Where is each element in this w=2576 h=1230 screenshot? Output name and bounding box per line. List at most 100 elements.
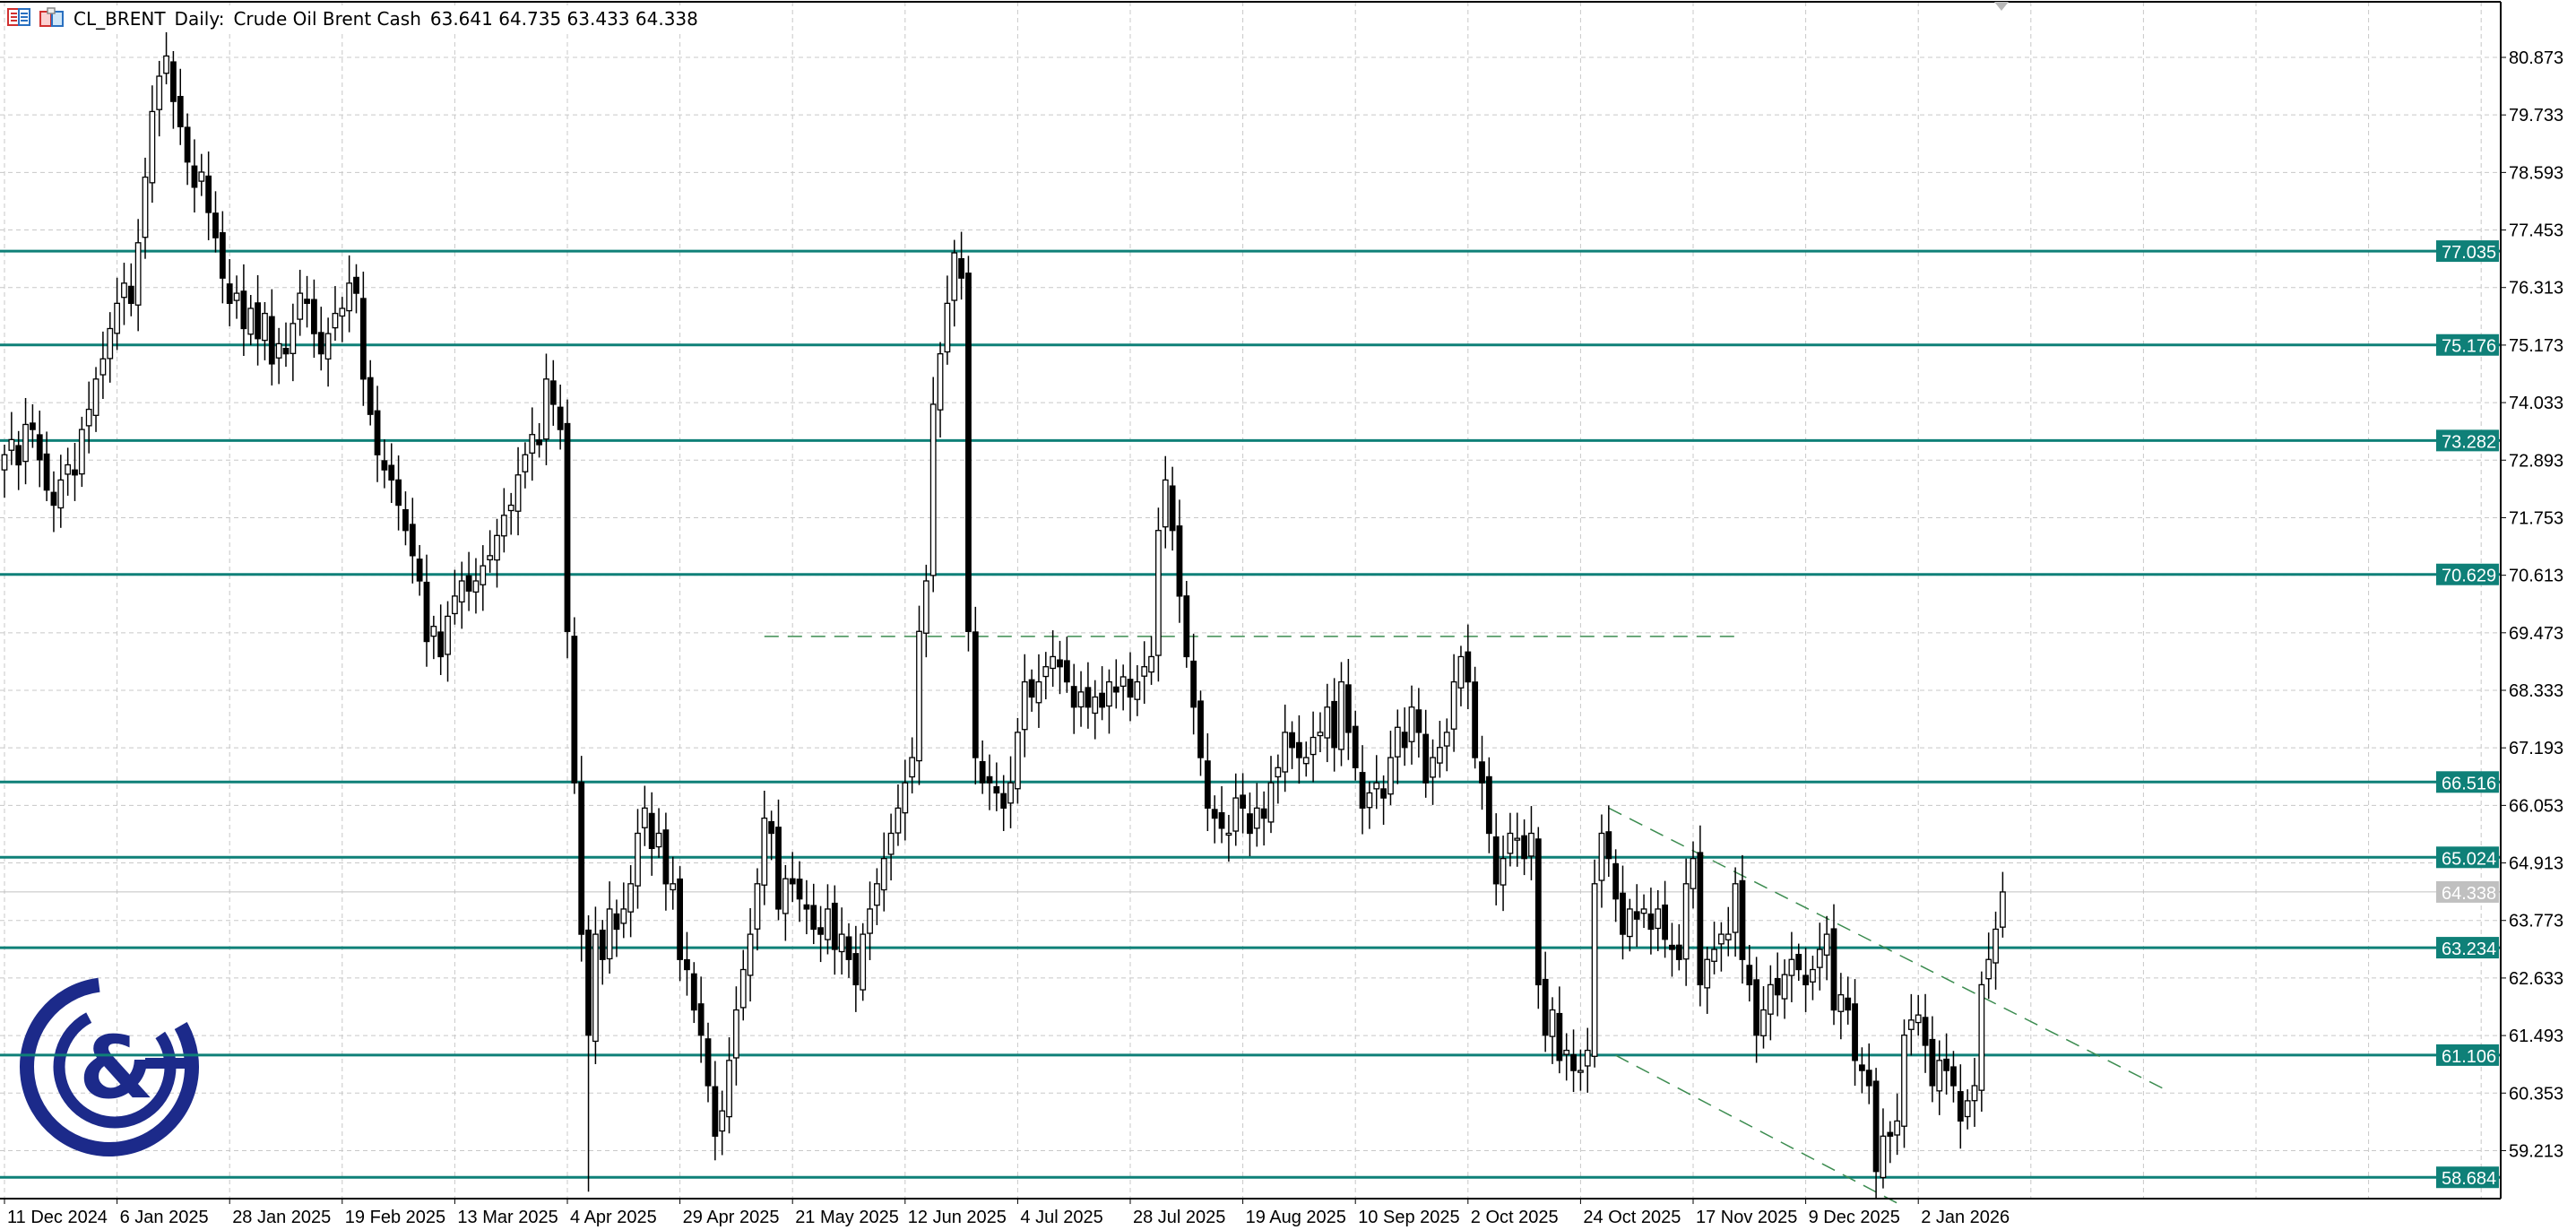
candle (1282, 704, 1289, 793)
candle (134, 219, 142, 332)
date-tick-label: 4 Jul 2025 (1020, 1208, 1102, 1227)
candle-body (1247, 813, 1253, 835)
candle-body (480, 565, 487, 585)
candle-body (1422, 733, 1430, 784)
candle-body (262, 312, 268, 342)
candle (1127, 652, 1134, 722)
candle (1057, 640, 1063, 695)
candle (1099, 666, 1105, 721)
candle (902, 759, 909, 841)
candle (1584, 1027, 1591, 1093)
candle (1472, 666, 1479, 769)
candle-body (684, 958, 690, 971)
candle-body (1950, 1066, 1957, 1087)
candle (297, 269, 304, 336)
candle-body (65, 463, 72, 475)
candle-body (1852, 1003, 1858, 1061)
price-tick-label: 61.493 (2509, 1026, 2563, 1046)
candle-body (8, 438, 15, 451)
candle (655, 808, 662, 858)
candle-body (620, 908, 627, 924)
candle (1788, 931, 1795, 1002)
chart-window-icon[interactable] (7, 8, 30, 30)
candle (677, 866, 683, 982)
candle (1647, 888, 1655, 955)
level-label: 63.234 (2442, 940, 2496, 959)
candle (1605, 805, 1612, 878)
price-tick-label: 72.893 (2509, 451, 2563, 471)
candle-body (1007, 782, 1014, 804)
candle-body (1359, 772, 1366, 809)
candle-body (789, 878, 796, 885)
candle (782, 864, 789, 941)
candle (726, 1037, 732, 1134)
candle-body (1605, 831, 1612, 860)
candle (1443, 718, 1450, 772)
candle-body (719, 1110, 726, 1132)
time-axis: 11 Dec 2024 6 Jan 2025 28 Jan 2025 19 Feb 2… (4, 1199, 2010, 1227)
symbol-icon[interactable] (39, 7, 65, 30)
date-tick-label: 6 Jan 2025 (120, 1208, 209, 1227)
candle-body (494, 534, 500, 561)
candle (1162, 455, 1169, 549)
candle (85, 381, 92, 454)
candle (1993, 911, 1999, 990)
candle-body (1225, 832, 1232, 836)
candle (641, 785, 648, 846)
candle (951, 239, 958, 327)
date-tick-label: 24 Oct 2025 (1583, 1208, 1681, 1227)
candle-body (15, 445, 22, 466)
candle (1528, 806, 1534, 880)
candle-body (1218, 811, 1225, 829)
candle (290, 303, 297, 382)
candle-body (268, 316, 275, 365)
channel-line-lower[interactable] (1615, 1054, 1905, 1208)
candle (1141, 641, 1148, 705)
candle (1119, 664, 1127, 711)
candle-body (1507, 832, 1514, 854)
candle-body (1810, 968, 1816, 983)
candle (1746, 945, 1753, 1002)
candle-body (290, 323, 297, 354)
candle (1366, 781, 1373, 829)
candle-body (1479, 761, 1485, 784)
candle-body (571, 636, 578, 784)
candle (993, 762, 1000, 811)
candle (1218, 785, 1225, 844)
candle-body (1732, 883, 1739, 933)
candle (620, 882, 627, 939)
candle (662, 812, 670, 911)
level-label: 77.035 (2442, 243, 2496, 263)
candle-body (599, 929, 606, 960)
candle (1845, 976, 1852, 1025)
candle-body (1338, 680, 1344, 750)
candle (944, 275, 951, 365)
candle-body (1183, 595, 1190, 658)
candle (1190, 633, 1197, 735)
candle (557, 385, 564, 450)
candle-body (1492, 836, 1500, 885)
candle-body (536, 439, 542, 446)
candle (1549, 997, 1556, 1064)
candle-body (43, 453, 50, 491)
candle-body (838, 933, 845, 953)
candle (796, 861, 803, 922)
support-resistance-levels[interactable] (0, 249, 2501, 1179)
candles (1, 28, 2006, 1200)
price-tick-label: 66.053 (2509, 796, 2563, 816)
candle (606, 881, 613, 974)
candle-body (1556, 1012, 1563, 1061)
candle (1007, 756, 1014, 828)
level-label: 73.282 (2442, 432, 2496, 452)
candle-body (1985, 958, 1993, 980)
candle-body (1085, 687, 1092, 708)
candle-body (1534, 838, 1542, 986)
candle (149, 85, 156, 204)
candle (1344, 659, 1352, 760)
candle-body (465, 575, 472, 592)
current-price-label-box (2436, 880, 2499, 903)
chart-shift-marker[interactable] (1994, 2, 2009, 11)
price-tick-label: 70.613 (2509, 567, 2563, 586)
level-label-box (2436, 1044, 2499, 1066)
